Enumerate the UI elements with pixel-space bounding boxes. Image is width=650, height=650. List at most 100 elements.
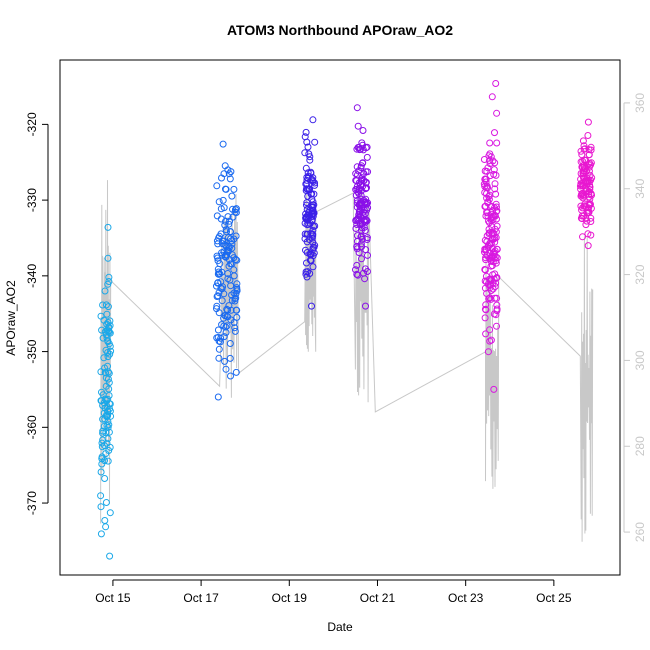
- data-point: [106, 509, 114, 517]
- data-point: [487, 336, 495, 344]
- data-point: [357, 226, 365, 234]
- data-point: [361, 227, 369, 234]
- data-point: [103, 327, 111, 335]
- data-point: [579, 172, 587, 180]
- data-point: [352, 176, 360, 184]
- data-point: [355, 249, 363, 257]
- data-point: [359, 208, 367, 216]
- data-point: [101, 475, 109, 482]
- data-point: [233, 256, 241, 264]
- data-point: [214, 292, 222, 300]
- data-point: [309, 263, 317, 271]
- data-point: [99, 334, 107, 342]
- data-point: [587, 190, 595, 198]
- data-point: [219, 196, 227, 204]
- data-point: [357, 162, 365, 170]
- data-point: [101, 395, 109, 403]
- data-point: [486, 219, 493, 227]
- data-point: [101, 517, 109, 524]
- data-point: [579, 137, 587, 145]
- data-point: [213, 293, 221, 300]
- x-tick-label: Oct 25: [536, 591, 572, 605]
- data-point: [489, 213, 497, 220]
- data-point: [226, 276, 234, 284]
- data-point: [102, 346, 110, 354]
- data-point: [491, 225, 499, 233]
- data-point: [222, 365, 230, 373]
- data-point: [353, 216, 361, 224]
- data-point: [493, 294, 501, 302]
- data-point: [353, 232, 361, 240]
- data-point: [360, 196, 368, 204]
- data-point: [363, 143, 371, 151]
- data-point: [310, 249, 318, 257]
- data-point: [584, 118, 592, 126]
- data-point: [215, 268, 223, 276]
- data-point: [222, 329, 230, 336]
- data-point: [304, 268, 312, 276]
- data-point: [364, 251, 371, 259]
- data-point: [103, 439, 111, 447]
- data-point: [102, 429, 110, 436]
- data-point: [487, 281, 495, 289]
- data-point: [358, 255, 365, 263]
- data-point: [226, 354, 234, 362]
- data-point: [353, 243, 361, 251]
- data-point: [484, 164, 492, 172]
- data-point: [355, 185, 363, 192]
- data-point: [303, 238, 311, 246]
- data-point: [303, 201, 310, 209]
- data-point: [102, 369, 110, 377]
- data-point: [587, 161, 595, 169]
- data-point: [486, 160, 494, 168]
- data-point: [232, 209, 240, 216]
- data-point: [224, 246, 232, 254]
- y-tick-label: -330: [25, 188, 39, 212]
- data-point: [481, 314, 489, 322]
- data-point: [578, 215, 586, 223]
- data-point: [483, 252, 491, 259]
- data-point: [353, 270, 361, 278]
- data-point: [584, 132, 592, 139]
- data-point: [229, 213, 237, 221]
- data-point: [492, 80, 500, 87]
- x-axis-label: Date: [327, 620, 353, 634]
- data-point: [353, 104, 361, 112]
- x-tick-label: Oct 15: [95, 591, 131, 605]
- data-point: [486, 191, 494, 199]
- data-point: [587, 146, 595, 154]
- data-point: [486, 337, 494, 345]
- data-point: [311, 138, 319, 146]
- data-point: [304, 143, 312, 151]
- y-tick-label: -370: [25, 491, 39, 515]
- x-tick-label: Oct 17: [183, 591, 219, 605]
- plot-frame: [59, 59, 621, 576]
- data-point: [485, 295, 493, 303]
- data-point: [98, 460, 106, 468]
- data-point: [231, 327, 239, 335]
- data-point: [486, 326, 494, 334]
- data-point: [362, 185, 370, 193]
- data-point: [353, 199, 361, 207]
- data-point: [213, 212, 221, 220]
- y-tick-label: -350: [25, 339, 39, 363]
- data-point: [103, 403, 111, 411]
- data-point: [353, 145, 361, 153]
- data-point: [362, 302, 369, 310]
- y-tick-label: -340: [25, 264, 39, 288]
- data-point: [579, 204, 586, 212]
- y2-tick-label: 300: [633, 350, 647, 370]
- data-point: [358, 139, 366, 147]
- data-point: [486, 150, 494, 158]
- data-point: [213, 302, 221, 310]
- data-point: [360, 170, 368, 178]
- data-point: [354, 271, 362, 279]
- data-point: [493, 301, 501, 309]
- data-point: [484, 212, 492, 220]
- data-point: [105, 369, 113, 377]
- data-point: [218, 251, 226, 259]
- data-point: [228, 192, 236, 200]
- data-point: [97, 468, 105, 476]
- data-point: [485, 157, 493, 164]
